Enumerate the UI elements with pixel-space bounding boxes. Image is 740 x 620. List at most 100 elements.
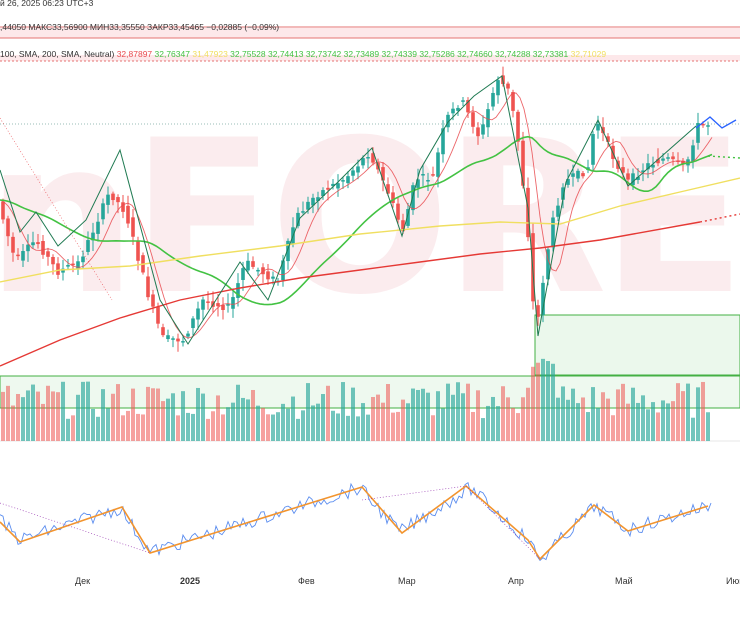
volume-bar [31, 384, 35, 441]
volume-bar [436, 391, 440, 441]
volume-bar [131, 388, 135, 441]
ma-values: 32,87897 32,76347 31,47923 32,75528 32,7… [117, 49, 606, 59]
volume-bar [36, 391, 40, 441]
candle-body [341, 180, 345, 182]
candle-body [266, 271, 270, 280]
volume-bar [481, 418, 485, 441]
volume-bar [396, 411, 400, 441]
volume-bar [76, 394, 80, 441]
volume-bar [341, 382, 345, 441]
volume-bar [1, 391, 5, 441]
candle-body [456, 107, 460, 111]
volume-bar [611, 415, 615, 441]
volume-bar [21, 397, 25, 441]
volume-bar [381, 402, 385, 441]
candle-body [511, 92, 515, 111]
volume-bar [91, 408, 95, 441]
candle-body [131, 217, 135, 237]
candle-body [116, 197, 120, 203]
candle-body [536, 305, 540, 317]
candle-body [701, 123, 705, 126]
candle-body [681, 160, 685, 165]
x-tick-label: Фев [298, 576, 315, 586]
candle-body [26, 244, 30, 252]
candle-body [561, 187, 565, 200]
volume-bar [231, 402, 235, 441]
volume-bar [471, 411, 475, 441]
volume-bar [6, 385, 10, 441]
candle-body [691, 145, 695, 162]
candle-body [246, 260, 250, 271]
candle-body [506, 83, 510, 89]
candle-body [481, 124, 485, 135]
candle-body [81, 256, 85, 263]
volume-bar [306, 383, 310, 441]
candle-body [286, 240, 290, 262]
ma-value: 32,73489 [341, 49, 380, 59]
candle-body [431, 174, 435, 176]
oscillator-trendline [0, 484, 709, 561]
candle-body [171, 338, 175, 340]
candle-body [41, 240, 45, 255]
candle-body [346, 176, 350, 184]
volume-bar [56, 392, 60, 441]
candle-body [636, 176, 640, 180]
volume-bar [226, 407, 230, 441]
candle-body [126, 205, 130, 224]
ma-value: 32,75286 [416, 49, 455, 59]
volume-bar [491, 396, 495, 441]
candle-body [51, 256, 55, 265]
volume-bar [536, 362, 540, 441]
osc-dotted-line [465, 485, 541, 560]
volume-bar [291, 396, 295, 441]
candle-body [366, 157, 370, 159]
volume-bar [151, 388, 155, 441]
volume-bar [446, 383, 450, 441]
volume-bar [371, 396, 375, 441]
sma-long-projection [699, 213, 740, 223]
candle-body [206, 301, 210, 303]
candle-body [256, 269, 260, 272]
volume-bar [41, 403, 45, 441]
sma-mid-projection [707, 155, 740, 159]
volume-bar [456, 382, 460, 441]
header-band [0, 28, 740, 38]
candle-body [591, 134, 595, 165]
ma-value: 32,74288 [492, 49, 531, 59]
volume-bar [296, 418, 300, 441]
volume-bar [466, 383, 470, 441]
volume-bar [601, 392, 605, 441]
ohlc-line: ,44050 МАКС33,56900 МИН33,35550 ЗАКР33,4… [0, 22, 280, 32]
volume-bar [186, 412, 190, 441]
volume-bar [71, 415, 75, 441]
volume-bar [391, 412, 395, 441]
sma-mid-line [0, 135, 713, 306]
volume-bar [501, 386, 505, 441]
volume-bar [81, 381, 85, 441]
candle-body [596, 124, 600, 131]
candle-body [236, 283, 240, 298]
candle-body [556, 205, 560, 217]
sma-long-line [0, 221, 701, 367]
volume-bar [696, 387, 700, 441]
volume-bar [556, 397, 560, 441]
candle-body [16, 254, 20, 257]
candle-body [661, 158, 665, 161]
candle-body [151, 294, 155, 307]
x-tick-label: Дек [75, 576, 91, 586]
candle-body [91, 232, 95, 241]
date-line: й 26, 2025 06:23 UTC+3 [0, 0, 94, 8]
volume-bar [476, 390, 480, 441]
candle-body [371, 153, 375, 163]
volume-bar [376, 394, 380, 441]
volume-bar [621, 383, 625, 441]
candle-body [296, 212, 300, 227]
volume-bar [426, 392, 430, 441]
volume-bar [316, 403, 320, 441]
candle-body [76, 261, 80, 269]
candle-body [551, 217, 555, 248]
candle-body [121, 202, 125, 212]
candle-body [401, 220, 405, 232]
volume-bar [321, 394, 325, 441]
